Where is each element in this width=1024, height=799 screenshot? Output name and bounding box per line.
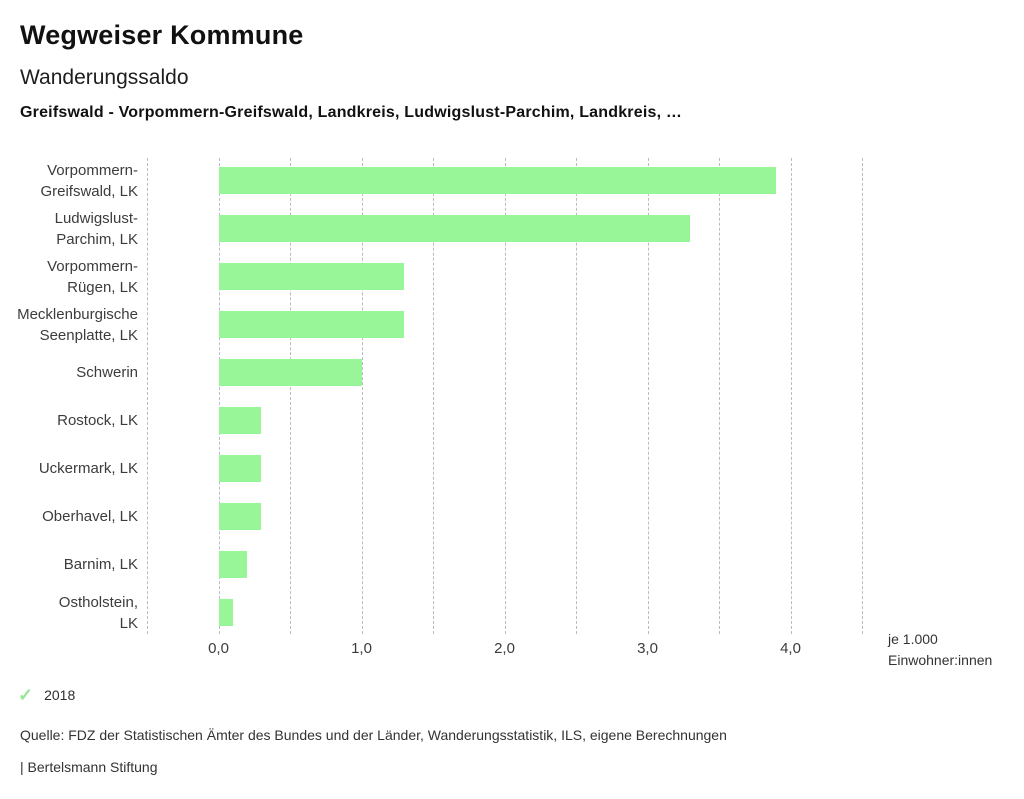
gridline: [647, 158, 649, 634]
gridline: [504, 158, 506, 634]
x-tick-label: 3,0: [637, 640, 658, 657]
axis-unit-line1: je 1.000: [888, 631, 938, 647]
app-title: Wegweiser Kommune: [20, 20, 304, 50]
bar: [218, 263, 405, 290]
gridline: [218, 158, 220, 634]
bar: [218, 167, 777, 194]
category-label-line: Vorpommern-: [47, 257, 138, 275]
gridline: [719, 158, 720, 634]
axis-unit-line2: Einwohner:innen: [888, 652, 993, 668]
bar-chart-plot-area: Vorpommern- Greifswald, LK Ludwigslust- Par…: [0, 158, 1024, 634]
legend-year-toggle[interactable]: ✓ 2018: [18, 686, 75, 704]
category-label-line: LK: [119, 614, 138, 632]
legend-year-label: 2018: [44, 687, 76, 703]
category-label: Mecklenburgische Seenplatte, LK: [0, 304, 138, 346]
gridline: [147, 158, 148, 634]
category-label: Ostholstein, LK: [0, 592, 138, 634]
check-icon: ✓: [18, 685, 34, 705]
category-label-line: Rostock, LK: [57, 412, 138, 429]
source-note: Quelle: FDZ der Statistischen Ämter des …: [20, 727, 727, 743]
category-label: Vorpommern- Rügen, LK: [0, 256, 138, 298]
gridline: [576, 158, 577, 634]
category-label-line: Barnim, LK: [63, 556, 138, 573]
category-label-line: Seenplatte, LK: [39, 326, 138, 344]
axis-unit-label: je 1.000 Einwohner:innen: [888, 629, 992, 671]
bar: [218, 407, 262, 434]
category-label: Uckermark, LK: [0, 458, 138, 479]
category-label-line: Greifswald, LK: [40, 182, 138, 200]
bar: [218, 311, 405, 338]
gridline: [290, 158, 291, 634]
category-label: Barnim, LK: [0, 554, 138, 575]
bar: [218, 599, 233, 626]
x-tick-label: 0,0: [208, 640, 229, 657]
bar: [218, 215, 691, 242]
bar: [218, 455, 262, 482]
category-label-line: Rügen, LK: [67, 278, 138, 296]
category-label-line: Uckermark, LK: [38, 460, 138, 477]
category-label-line: Ludwigslust-: [54, 209, 138, 227]
gridline: [862, 158, 863, 634]
category-label-line: Mecklenburgische: [17, 305, 138, 323]
category-label: Ludwigslust- Parchim, LK: [0, 208, 138, 250]
category-label: Oberhavel, LK: [0, 506, 138, 527]
category-label: Schwerin: [0, 362, 138, 383]
chart-title: Wanderungssaldo: [20, 66, 189, 89]
bar: [218, 503, 262, 530]
category-label-line: Parchim, LK: [56, 230, 138, 248]
category-label: Vorpommern- Greifswald, LK: [0, 160, 138, 202]
gridline: [361, 158, 363, 634]
category-label: Rostock, LK: [0, 410, 138, 431]
x-tick-label: 1,0: [351, 640, 372, 657]
chart-subtitle-selection: Greifswald - Vorpommern-Greifswald, Land…: [20, 104, 683, 121]
branding: | Bertelsmann Stiftung: [20, 759, 158, 775]
category-label-line: Oberhavel, LK: [42, 508, 138, 525]
x-tick-label: 4,0: [780, 640, 801, 657]
bar: [218, 359, 362, 386]
category-label-line: Vorpommern-: [47, 161, 138, 179]
bar: [218, 551, 248, 578]
category-label-line: Schwerin: [76, 364, 138, 381]
category-label-line: Ostholstein,: [58, 593, 138, 611]
gridline: [790, 158, 792, 634]
gridline: [433, 158, 434, 634]
x-tick-label: 2,0: [494, 640, 515, 657]
